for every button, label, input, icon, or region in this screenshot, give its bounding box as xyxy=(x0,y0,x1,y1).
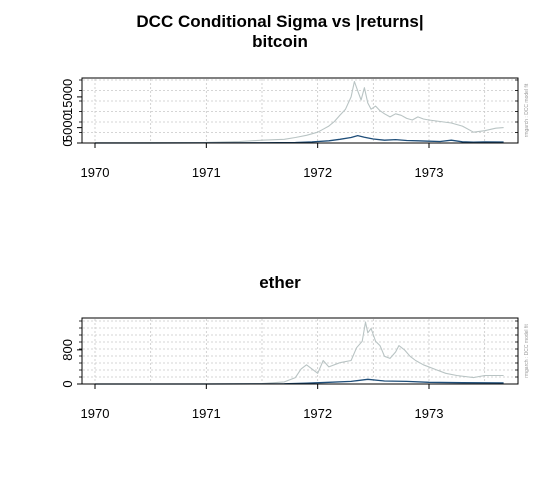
x-tick-label: 1973 xyxy=(415,406,444,421)
plot-frame xyxy=(81,317,519,385)
page-title: DCC Conditional Sigma vs |returns| xyxy=(136,12,424,31)
sigma-line xyxy=(95,378,504,385)
panel-title-bitcoin: bitcoin xyxy=(252,32,308,51)
abs-returns-line xyxy=(94,80,504,144)
abs-returns-line xyxy=(95,321,504,385)
y-tick-label: 5000 xyxy=(60,113,75,142)
y-tick-label: 15000 xyxy=(60,79,75,115)
x-tick-label: 1972 xyxy=(303,406,332,421)
side-note-text: rmgarch : DCC model fit xyxy=(524,324,530,378)
plot-frame xyxy=(81,77,519,144)
y-tick-label: 0 xyxy=(60,139,75,146)
y-tick-label: 800 xyxy=(60,339,75,361)
y-tick-label: 0 xyxy=(60,380,75,387)
x-tick-label: 1972 xyxy=(303,165,332,180)
x-tick-label: 1971 xyxy=(192,406,221,421)
x-tick-label: 1971 xyxy=(192,165,221,180)
x-tick-label: 1973 xyxy=(415,165,444,180)
x-tick-label: 1970 xyxy=(81,406,110,421)
side-note-text: rmgarch : DCC model fit xyxy=(524,83,530,137)
x-tick-label: 1970 xyxy=(81,165,110,180)
panel-title-ether: ether xyxy=(259,273,301,292)
